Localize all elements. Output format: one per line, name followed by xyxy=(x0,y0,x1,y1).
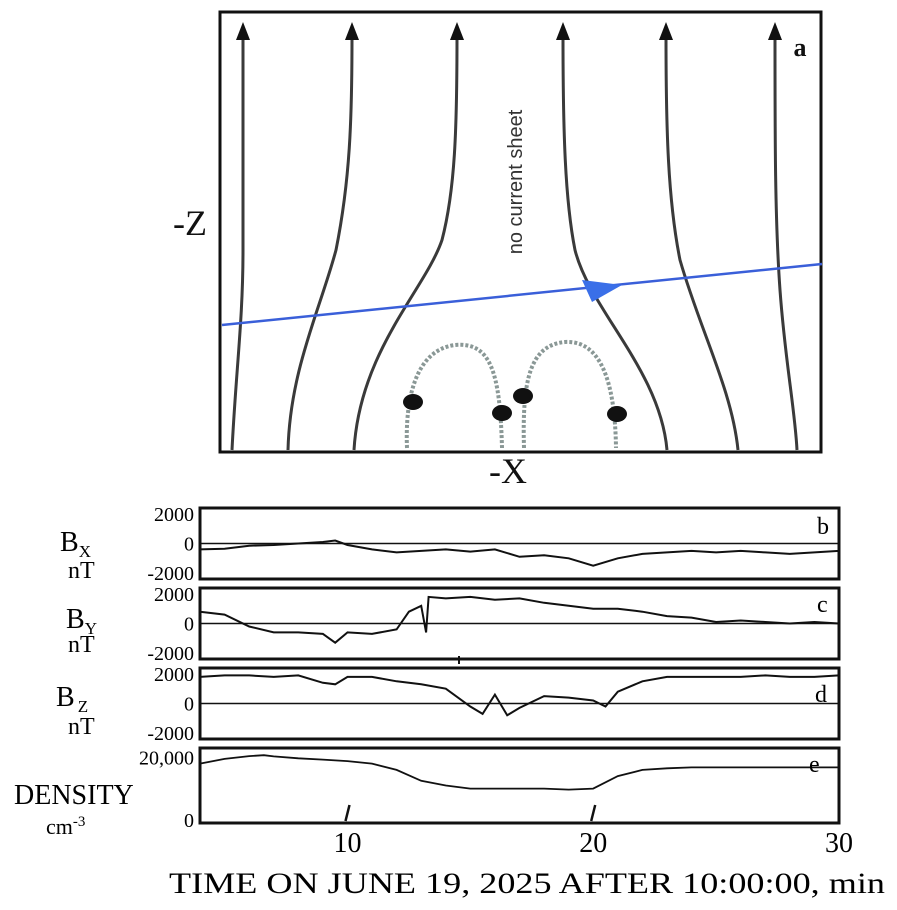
panel-d-ylabel-unit: nT xyxy=(68,714,95,740)
panel-e-unit-exp: -3 xyxy=(73,814,86,830)
arrowhead-up xyxy=(768,22,782,40)
field-line xyxy=(286,35,354,451)
panel-e-letter: e xyxy=(809,752,820,778)
trajectory-arrow-icon xyxy=(582,280,622,302)
panel-e-unit-base: cm xyxy=(46,814,73,839)
field-line xyxy=(664,35,740,451)
panel-b-bx-series xyxy=(199,539,840,567)
x-axis-tick-label: 10 xyxy=(334,828,362,859)
loop-arrowhead xyxy=(492,405,512,421)
panel-c-ytick-label: -2000 xyxy=(147,643,194,665)
panel-d-ylabel-b: B xyxy=(56,682,75,713)
panel-d-bz-series xyxy=(199,674,840,717)
loop-arrowhead xyxy=(513,388,533,404)
panel-b-ytick-label: 2000 xyxy=(154,504,194,526)
panel-b-ytick-label: 0 xyxy=(184,534,194,556)
x-axis-title: TIME ON JUNE 19, 2025 AFTER 10:00:00, mi… xyxy=(169,867,885,900)
x-axis-tick-label: 20 xyxy=(579,828,607,859)
panel-e-ylabel-unit: cm-3 xyxy=(46,814,85,839)
panel-b-ytick-label: -2000 xyxy=(147,563,194,585)
panel-c-by-series xyxy=(199,595,840,644)
panel-c-ylabel-main: BY xyxy=(66,604,97,638)
panel-e-frame xyxy=(198,746,841,825)
arrowhead-up xyxy=(450,22,464,40)
panel-c-ytick-label: 0 xyxy=(184,614,194,636)
panel-b-ylabel-b: B xyxy=(60,527,79,558)
arrowhead-up xyxy=(556,22,570,40)
panel-d-letter: d xyxy=(815,682,827,708)
panel-e-xtick-mark xyxy=(344,804,351,822)
panel-e-density: 20,000 0 e DENSITY cm-3 10 20 30 TIME ON… xyxy=(14,746,885,900)
arrowhead-up xyxy=(236,22,250,40)
panel-d-ylabel-sub: Z xyxy=(78,697,88,716)
panel-c-letter: c xyxy=(817,592,828,618)
field-lines xyxy=(230,35,799,451)
panel-e-density-series xyxy=(199,754,839,791)
panel-e-ylabel-main: DENSITY xyxy=(14,780,134,811)
x-axis-tick-label: 30 xyxy=(825,828,853,859)
panel-a-letter: a xyxy=(794,33,807,62)
panel-b-ylabel-main: BX xyxy=(60,527,91,561)
panel-c-ytick-label: 2000 xyxy=(154,584,194,606)
loop-arrowhead xyxy=(403,394,423,410)
loop-arrowheads xyxy=(403,388,627,422)
axis-minus-z-label: -Z xyxy=(173,203,207,243)
panel-a-diagram: no current sheet a -Z -X xyxy=(173,10,823,491)
panel-c-by: 2000 0 -2000 c BY nT xyxy=(66,584,841,665)
no-current-sheet-label: no current sheet xyxy=(505,109,527,254)
loop-arrowhead xyxy=(607,406,627,422)
field-line xyxy=(561,35,669,451)
panel-d-ytick-label: 2000 xyxy=(154,664,194,686)
panel-d-ytick-label: 0 xyxy=(184,694,194,716)
field-line xyxy=(773,35,799,451)
spacecraft-trajectory xyxy=(221,262,823,327)
panel-c-ylabel-b: B xyxy=(66,604,85,635)
panel-d-ytick-label: -2000 xyxy=(147,723,194,745)
panel-e-ytick-label: 20,000 xyxy=(139,747,194,769)
panel-b-letter: b xyxy=(817,514,829,540)
field-line xyxy=(230,36,245,451)
panel-e-xtick-mark xyxy=(589,804,597,822)
field-arrowheads xyxy=(236,22,782,40)
panel-b-ylabel-unit: nT xyxy=(68,558,95,584)
axis-minus-x-label: -X xyxy=(489,451,527,491)
panel-b-bx: 2000 0 -2000 b BX nT xyxy=(60,504,841,585)
panel-e-ytick-label: 0 xyxy=(184,810,194,832)
field-line xyxy=(352,35,459,451)
panel-c-ylabel-sub: Y xyxy=(85,619,97,638)
arrowhead-up xyxy=(659,22,673,40)
panel-b-ylabel-sub: X xyxy=(79,542,91,561)
arrowhead-up xyxy=(345,22,359,40)
panel-c-ylabel-unit: nT xyxy=(68,632,95,658)
